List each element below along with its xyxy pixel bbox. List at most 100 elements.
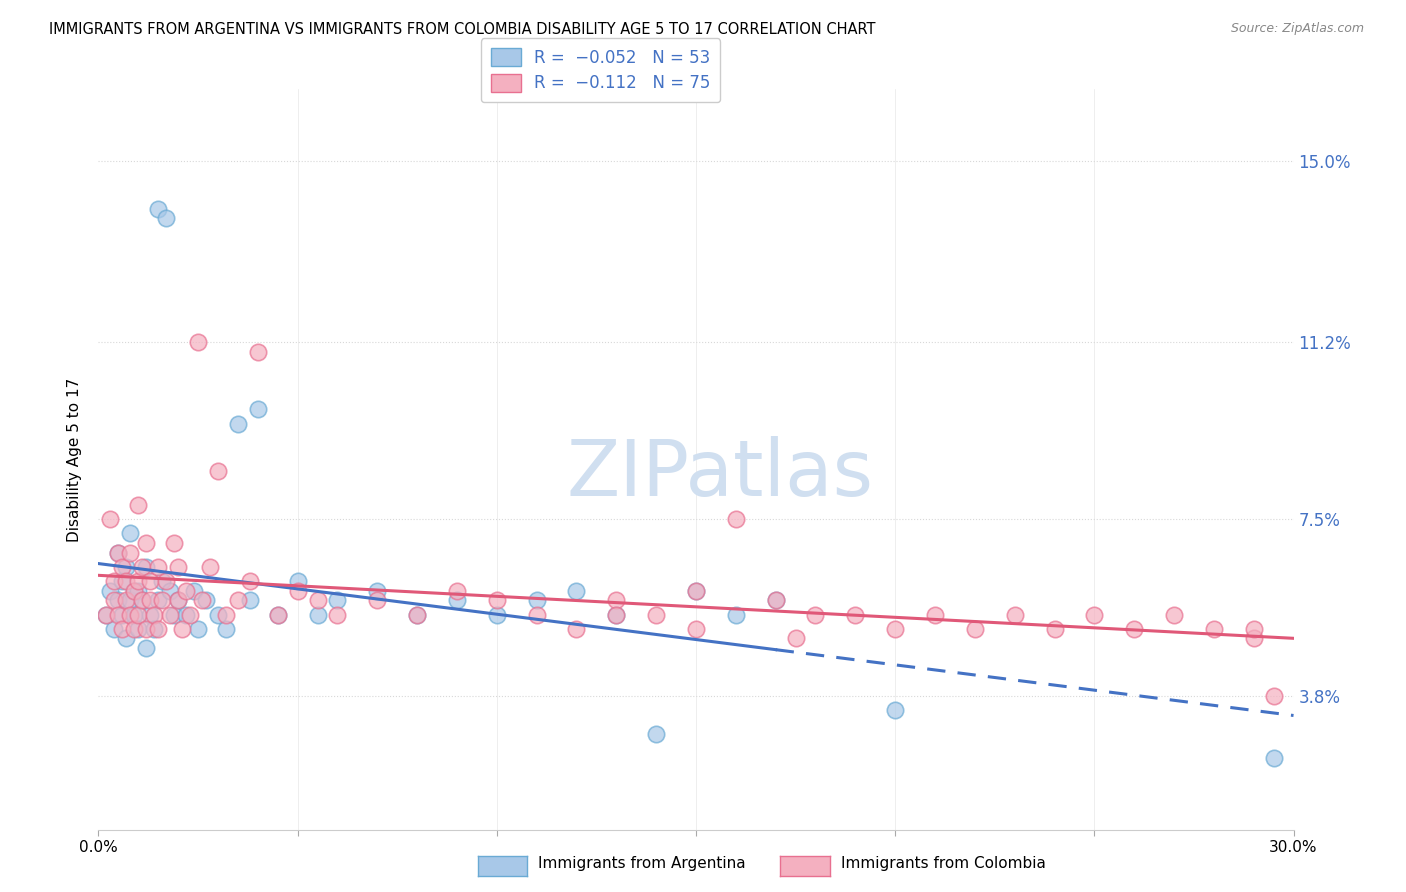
Point: [645, 727, 668, 741]
Text: IMMIGRANTS FROM ARGENTINA VS IMMIGRANTS FROM COLOMBIA DISABILITY AGE 5 TO 17 COR: IMMIGRANTS FROM ARGENTINA VS IMMIGRANTS …: [49, 22, 876, 37]
Point: [183, 583, 205, 598]
Point: [150, 574, 173, 589]
Point: [127, 583, 149, 598]
Point: [148, 202, 170, 216]
Point: [103, 622, 125, 636]
Point: [226, 417, 249, 431]
Point: [605, 607, 627, 622]
Point: [215, 622, 238, 636]
Point: [246, 402, 269, 417]
Point: [163, 536, 186, 550]
Point: [366, 593, 388, 607]
Point: [526, 607, 548, 622]
Text: Immigrants from Argentina: Immigrants from Argentina: [538, 856, 747, 871]
Point: [148, 559, 170, 574]
Point: [148, 593, 170, 607]
Point: [446, 593, 468, 607]
Point: [120, 545, 142, 559]
Point: [267, 607, 290, 622]
Point: [103, 574, 125, 589]
Text: ZIPatlas: ZIPatlas: [567, 436, 873, 512]
Point: [1263, 689, 1285, 703]
Point: [96, 607, 118, 622]
Point: [174, 607, 197, 622]
Point: [167, 559, 190, 574]
Point: [187, 335, 209, 350]
Point: [174, 583, 197, 598]
Text: Source: ZipAtlas.com: Source: ZipAtlas.com: [1230, 22, 1364, 36]
Point: [1243, 632, 1265, 646]
Point: [135, 622, 157, 636]
Point: [1202, 622, 1225, 636]
Y-axis label: Disability Age 5 to 17: Disability Age 5 to 17: [67, 377, 83, 541]
Point: [111, 607, 134, 622]
Point: [884, 622, 907, 636]
Point: [485, 607, 508, 622]
Point: [135, 536, 157, 550]
Point: [148, 622, 170, 636]
Point: [115, 574, 138, 589]
Point: [207, 607, 229, 622]
Point: [924, 607, 946, 622]
Point: [685, 583, 707, 598]
Legend: R =  −0.052   N = 53, R =  −0.112   N = 75: R = −0.052 N = 53, R = −0.112 N = 75: [481, 38, 720, 103]
Point: [724, 607, 747, 622]
Point: [326, 607, 349, 622]
Point: [191, 593, 214, 607]
Point: [207, 464, 229, 478]
Point: [366, 583, 388, 598]
Point: [131, 559, 153, 574]
Point: [215, 607, 238, 622]
Point: [167, 593, 190, 607]
Point: [326, 593, 349, 607]
Text: Immigrants from Colombia: Immigrants from Colombia: [841, 856, 1046, 871]
Point: [246, 345, 269, 359]
Point: [287, 583, 309, 598]
Point: [155, 574, 177, 589]
Point: [1083, 607, 1105, 622]
Point: [1243, 622, 1265, 636]
Point: [159, 607, 181, 622]
Point: [124, 622, 146, 636]
Point: [1263, 751, 1285, 765]
Point: [135, 641, 157, 656]
Point: [127, 498, 149, 512]
Point: [131, 593, 153, 607]
Point: [124, 583, 146, 598]
Point: [127, 574, 149, 589]
Point: [150, 593, 173, 607]
Point: [163, 607, 186, 622]
Point: [107, 607, 129, 622]
Point: [406, 607, 429, 622]
Point: [765, 593, 787, 607]
Point: [785, 632, 807, 646]
Point: [198, 559, 221, 574]
Point: [107, 545, 129, 559]
Point: [143, 607, 166, 622]
Point: [124, 607, 146, 622]
Point: [239, 574, 262, 589]
Point: [172, 622, 194, 636]
Point: [103, 593, 125, 607]
Point: [139, 593, 162, 607]
Point: [107, 545, 129, 559]
Point: [645, 607, 668, 622]
Point: [844, 607, 866, 622]
Point: [155, 211, 177, 226]
Point: [724, 512, 747, 526]
Point: [96, 607, 118, 622]
Point: [187, 622, 209, 636]
Point: [565, 622, 588, 636]
Point: [1043, 622, 1066, 636]
Point: [406, 607, 429, 622]
Point: [159, 583, 181, 598]
Point: [139, 607, 162, 622]
Point: [287, 574, 309, 589]
Point: [307, 593, 329, 607]
Point: [804, 607, 827, 622]
Point: [1123, 622, 1146, 636]
Point: [111, 574, 134, 589]
Point: [685, 583, 707, 598]
Point: [143, 622, 166, 636]
Point: [131, 593, 153, 607]
